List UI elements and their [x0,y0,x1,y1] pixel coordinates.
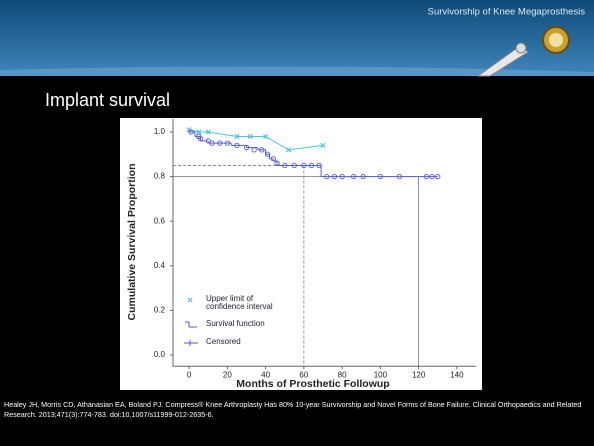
slide-canvas: Survivorship of Knee Megaprosthesis Impl… [0,0,594,446]
x-tick-label: 40 [261,370,270,379]
y-tick-label: 0.0 [154,350,166,359]
slide: Survivorship of Knee Megaprosthesis Impl… [0,0,594,446]
x-tick-label: 100 [374,370,388,379]
y-tick-label: 1.0 [154,127,166,136]
legend-item: Upper limit of confidence interval [206,295,291,317]
x-axis-label: Months of Prosthetic Followup [236,378,389,390]
x-tick-label: 0 [187,370,192,379]
y-tick-label: 0.2 [154,306,166,315]
legend-label: Censored [206,338,291,346]
chart-background [120,118,482,390]
citation: Healey JH, Morris CD, Athanasian EA, Bol… [4,400,590,420]
header-title: Survivorship of Knee Megaprosthesis [428,7,586,18]
x-tick-label: 60 [299,370,308,379]
legend-label: Survival function [206,320,291,328]
x-tick-label: 120 [412,370,426,379]
legend-item: Censored [206,338,291,360]
y-tick-label: 0.8 [154,172,166,181]
y-tick-label: 0.6 [154,216,166,225]
x-tick-label: 80 [338,370,347,379]
slide-heading: Implant survival [45,90,170,110]
y-tick-label: 0.4 [154,261,166,270]
y-axis-label: Cumulative Survival Proportion [126,164,138,321]
x-tick-label: 20 [223,370,232,379]
legend-label: Upper limit of confidence interval [206,295,291,311]
x-tick-label: 140 [450,370,464,379]
